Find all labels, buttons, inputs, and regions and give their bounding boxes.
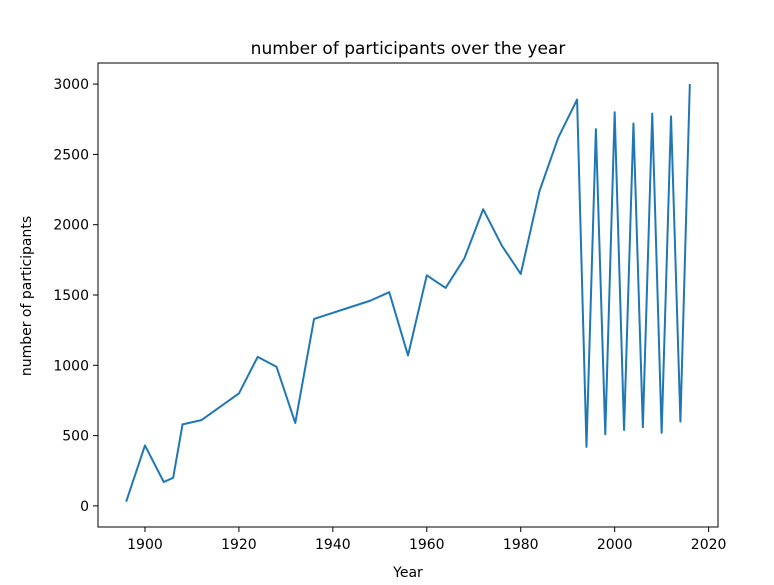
x-tick-label: 1920 — [221, 537, 257, 553]
y-tick-label: 3000 — [53, 77, 89, 93]
x-axis-label: Year — [392, 565, 423, 581]
x-tick-label: 1900 — [127, 537, 163, 553]
y-tick-label: 1500 — [53, 288, 89, 304]
x-tick-label: 2000 — [597, 537, 633, 553]
series-line — [125, 84, 691, 503]
x-tick-label: 1980 — [503, 537, 539, 553]
y-tick-label: 1000 — [53, 358, 89, 374]
x-tick-label: 1940 — [315, 537, 351, 553]
chart-title: number of participants over the year — [251, 39, 566, 59]
x-axis-ticks: 1900 1920 1940 1960 1980 2000 2020 — [127, 527, 726, 553]
y-tick-label: 500 — [62, 429, 89, 445]
y-tick-label: 0 — [80, 499, 89, 515]
y-tick-label: 2000 — [53, 218, 89, 234]
plot-frame — [97, 62, 719, 528]
y-axis-label: number of participants — [19, 216, 35, 376]
x-tick-label: 2020 — [691, 537, 727, 553]
y-tick-label: 2500 — [53, 147, 89, 163]
y-axis-ticks: 0 500 1000 1500 2000 2500 3000 — [53, 77, 98, 515]
x-tick-label: 1960 — [409, 537, 445, 553]
